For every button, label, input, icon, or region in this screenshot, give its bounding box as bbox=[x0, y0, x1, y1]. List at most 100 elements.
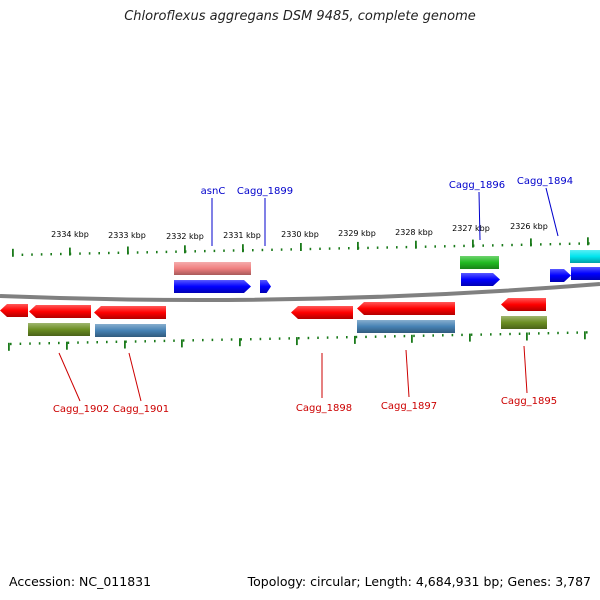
tick-dot bbox=[136, 251, 139, 254]
tick-dot bbox=[29, 342, 31, 345]
Cagg_1897-feature-bar bbox=[357, 320, 455, 333]
major-tick bbox=[469, 333, 471, 342]
tick-dot bbox=[518, 332, 521, 335]
Cagg_1894-cds-bar bbox=[571, 267, 600, 280]
tick-dot bbox=[451, 333, 454, 337]
gene-label-top: Cagg_1896 bbox=[449, 180, 505, 191]
gene-features bbox=[0, 250, 600, 337]
major-tick bbox=[12, 248, 14, 257]
tick-dot bbox=[182, 339, 185, 342]
tick-dot bbox=[386, 246, 388, 249]
tick-dot bbox=[194, 250, 196, 253]
tick-dot bbox=[98, 252, 100, 255]
tick-dot bbox=[461, 333, 463, 337]
leader-line bbox=[128, 352, 142, 402]
gene-label-top: Cagg_1899 bbox=[237, 186, 293, 197]
tick-dot bbox=[557, 331, 559, 335]
major-tick bbox=[354, 335, 356, 344]
tick-dot bbox=[192, 339, 194, 342]
tick-dot bbox=[338, 247, 340, 250]
tick-dot bbox=[509, 332, 511, 336]
tick-dot bbox=[240, 338, 242, 341]
Cagg_1899-cds-arrow bbox=[260, 280, 271, 293]
tick-dot bbox=[549, 243, 552, 246]
tick-dot bbox=[261, 248, 264, 252]
major-tick bbox=[127, 246, 129, 255]
tick-dot bbox=[501, 244, 504, 247]
tick-dot bbox=[346, 336, 348, 339]
tick-dot bbox=[134, 340, 137, 343]
tick-dot bbox=[144, 340, 146, 343]
tick-dot bbox=[413, 334, 415, 338]
tick-dot bbox=[520, 243, 523, 246]
genome-summary-text: Topology: circular; Length: 4,684,931 bp… bbox=[247, 574, 591, 589]
leader-line bbox=[405, 349, 410, 398]
tick-dot bbox=[288, 337, 290, 340]
tick-dot bbox=[568, 242, 571, 245]
Cagg_1895-cds-arrow bbox=[501, 298, 546, 311]
major-tick bbox=[69, 247, 71, 256]
tick-dot bbox=[77, 341, 79, 344]
Cagg_1901-feature-bar bbox=[95, 324, 166, 337]
tick-dot bbox=[480, 333, 482, 336]
major-tick bbox=[530, 238, 532, 247]
major-tick bbox=[411, 334, 413, 343]
major-tick bbox=[181, 339, 183, 348]
tick-dot bbox=[175, 250, 177, 253]
tick-dot bbox=[586, 331, 588, 334]
Cagg_1895-feature-bar bbox=[501, 316, 547, 329]
tick-dot bbox=[442, 334, 444, 337]
tick-dot bbox=[146, 251, 148, 254]
tick-dot bbox=[154, 339, 156, 343]
tick-dot bbox=[213, 249, 216, 253]
tick-dot bbox=[156, 250, 158, 254]
major-tick bbox=[526, 332, 528, 341]
tick-dot bbox=[60, 252, 62, 256]
genome-title: Chloroflexus aggregans DSM 9485, complet… bbox=[124, 9, 476, 24]
tick-dot bbox=[578, 242, 580, 245]
tick-dot bbox=[566, 331, 569, 334]
tick-dot bbox=[492, 244, 494, 247]
tick-dot bbox=[394, 335, 396, 338]
tick-dot bbox=[221, 338, 223, 341]
leader-line bbox=[545, 187, 559, 237]
tick-dot bbox=[547, 332, 550, 335]
tick-dot bbox=[21, 253, 24, 256]
scale-label: 2326 kbp bbox=[510, 222, 548, 231]
Cagg_1896-feature-bar bbox=[460, 256, 499, 269]
tick-dot bbox=[499, 333, 502, 336]
scale-label: 2331 kbp bbox=[223, 231, 261, 240]
Cagg_1896-cds-arrow bbox=[461, 273, 500, 286]
scale-label: 2333 kbp bbox=[108, 231, 146, 240]
tick-dot bbox=[348, 247, 350, 250]
tick-dot bbox=[367, 246, 369, 250]
scale-label: 2334 kbp bbox=[51, 230, 89, 239]
tick-dot bbox=[125, 340, 127, 343]
tick-dot bbox=[444, 245, 446, 248]
major-tick bbox=[66, 341, 68, 350]
tick-dot bbox=[309, 247, 312, 251]
scale-label: 2327 kbp bbox=[452, 224, 490, 233]
Cagg_1897-cds-arrow bbox=[357, 302, 455, 315]
Cagg_1894-feature-bar bbox=[570, 250, 600, 263]
tick-dot bbox=[490, 333, 492, 336]
scale-label: 2332 kbp bbox=[166, 232, 204, 241]
tick-dot bbox=[232, 249, 235, 252]
asnC-feature-bar bbox=[174, 262, 251, 275]
tick-dot bbox=[453, 244, 456, 248]
major-tick bbox=[124, 340, 126, 349]
tick-dot bbox=[396, 246, 398, 249]
Cagg_1902-feature-bar bbox=[28, 323, 90, 336]
major-tick bbox=[415, 240, 417, 249]
tick-dot bbox=[403, 334, 406, 338]
gene-label-bottom: Cagg_1897 bbox=[381, 401, 437, 412]
tick-dot bbox=[108, 251, 110, 255]
lower-scale-ticks bbox=[8, 331, 588, 351]
upper-scale-ticks bbox=[12, 237, 590, 257]
tick-dot bbox=[424, 245, 427, 248]
tick-dot bbox=[405, 245, 408, 249]
gene-label-bottom: Cagg_1895 bbox=[501, 396, 557, 407]
tick-dot bbox=[384, 335, 386, 338]
tick-dot bbox=[511, 243, 513, 247]
